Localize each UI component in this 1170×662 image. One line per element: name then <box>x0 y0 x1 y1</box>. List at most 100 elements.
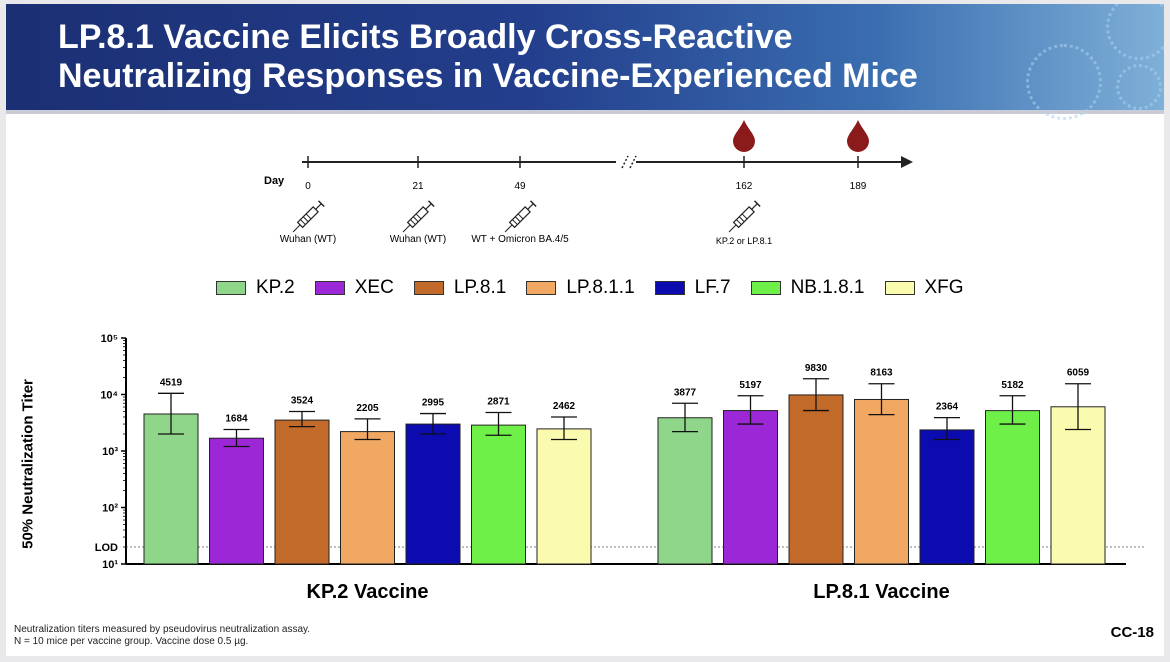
vaccination-timeline: Day 0 Wuhan (WT) 21 Wuhan (WT) 49 WT + Omicro… <box>264 120 913 246</box>
bar <box>985 410 1040 565</box>
legend-label: XFG <box>924 277 964 298</box>
title-banner: LP.8.1 Vaccine Elicits Broadly Cross-Rea… <box>6 4 1164 120</box>
legend-label: NB.1.8.1 <box>790 277 865 298</box>
syringe-icon <box>292 200 325 233</box>
syringe-needle <box>402 224 411 233</box>
bar <box>723 410 778 565</box>
bar <box>143 413 199 565</box>
group-label-kp2-vaccine: KP.2 Vaccine <box>306 581 429 603</box>
chart-legend: KP.2 XEC LP.8.1 LP.8.1.1 LF.7 NB.1.8.1 XFG <box>216 276 984 300</box>
legend-label: LP.8.1 <box>453 277 507 298</box>
syringe-mark <box>415 213 422 220</box>
data-label: 4519 <box>160 377 183 388</box>
syringe-icon <box>728 200 761 233</box>
title-line-1: LP.8.1 Vaccine Elicits Broadly Cross-Rea… <box>58 18 793 56</box>
bar <box>405 423 461 565</box>
bar <box>536 428 592 565</box>
syringe-plunger-head <box>317 200 325 208</box>
legend-swatch <box>314 281 345 295</box>
y-tick-label: 10⁴ <box>100 390 118 402</box>
lod-label: LOD <box>95 542 118 554</box>
legend-item: KP.2 <box>216 277 295 299</box>
bar <box>471 424 526 565</box>
legend-item: LP.8.1 <box>413 277 507 299</box>
legend-item: LP.8.1.1 <box>526 277 635 299</box>
data-label: 5197 <box>739 380 762 391</box>
footnote-line-2: N = 10 mice per vaccine group. Vaccine d… <box>14 636 249 647</box>
data-label: 2205 <box>356 403 379 414</box>
syringe-mark <box>412 216 419 223</box>
bar <box>274 419 330 565</box>
syringe-mark <box>410 219 416 225</box>
syringe-mark <box>512 219 518 225</box>
timeline-day: 0 <box>305 181 311 192</box>
syringe-plunger <box>425 203 432 210</box>
legend-item: NB.1.8.1 <box>750 277 865 299</box>
y-tick-label: 10³ <box>102 446 118 458</box>
syringe-mark <box>514 216 521 223</box>
legend-label: KP.2 <box>256 277 295 298</box>
timeline-day: 49 <box>514 181 526 192</box>
footnote-line-1: Neutralization titers measured by pseudo… <box>14 624 311 635</box>
syringe-plunger <box>527 203 534 210</box>
data-label: 3524 <box>291 396 314 407</box>
syringe-mark <box>305 213 312 220</box>
timeline-day: 21 <box>412 181 424 192</box>
bar <box>919 429 975 565</box>
syringe-mark <box>517 213 524 220</box>
timeline-event-label: WT + Omicron BA.4/5 <box>471 234 569 245</box>
syringe-needle <box>728 224 737 233</box>
bar <box>788 394 844 565</box>
data-label: 8163 <box>870 368 893 379</box>
blood-drop-icon <box>847 120 869 152</box>
timeline-arrow-icon <box>901 156 913 168</box>
syringe-plunger-head <box>753 200 761 208</box>
y-tick-label: 10² <box>102 503 118 515</box>
syringe-plunger-head <box>529 200 537 208</box>
neutralization-chart: 10⁵ 10⁴ 10³ 10² 10¹ LOD 4519 1684 3524 2205 2995 2… <box>95 333 1146 571</box>
legend-label: LF.7 <box>694 277 731 298</box>
legend-item: XEC <box>314 277 394 299</box>
bar <box>854 398 909 565</box>
data-label: 9830 <box>805 363 828 374</box>
legend-item: LF.7 <box>654 277 731 299</box>
legend-swatch <box>413 281 444 295</box>
bar <box>1050 406 1106 565</box>
virus-decoration-icon <box>1026 44 1102 120</box>
legend-swatch <box>216 281 246 295</box>
slide-number: CC-18 <box>1110 624 1154 641</box>
data-label: 2462 <box>553 401 576 412</box>
legend-label: XEC <box>354 277 394 298</box>
syringe-plunger <box>751 203 758 210</box>
bar <box>340 431 395 565</box>
slide: LP.8.1 Vaccine Elicits Broadly Cross-Rea… <box>6 4 1164 656</box>
data-label: 3877 <box>674 387 697 398</box>
timeline-day: 189 <box>850 181 867 192</box>
timeline-event-label: Wuhan (WT) <box>390 234 447 245</box>
legend-swatch <box>750 281 781 295</box>
syringe-needle <box>504 224 513 233</box>
virus-decoration-icon <box>1116 64 1162 110</box>
syringe-icon <box>402 200 435 233</box>
timeline-event-label: Wuhan (WT) <box>280 234 337 245</box>
legend-swatch <box>526 281 557 295</box>
legend-label: LP.8.1.1 <box>566 277 635 298</box>
syringe-mark <box>738 216 745 223</box>
syringe-plunger-head <box>427 200 435 208</box>
y-tick-label: 10⁵ <box>101 333 118 345</box>
legend-item: XFG <box>884 277 964 299</box>
timeline-event-label: KP.2 or LP.8.1 <box>716 236 772 246</box>
data-label: 5182 <box>1001 380 1024 391</box>
timeline-day: 162 <box>736 181 753 192</box>
title-line-2: Neutralizing Responses in Vaccine-Experi… <box>58 57 918 95</box>
y-axis-title: 50% Neutralization Titer <box>19 379 37 549</box>
syringe-needle <box>292 224 301 233</box>
blood-drop-icon <box>733 120 755 152</box>
group-label-lp81-vaccine: LP.8.1 Vaccine <box>813 581 950 603</box>
virus-decoration-icon <box>1106 4 1164 60</box>
legend-swatch <box>884 281 915 295</box>
footnote: Neutralization titers measured by pseudo… <box>14 624 310 648</box>
data-label: 2364 <box>936 402 959 413</box>
bar <box>657 417 713 565</box>
data-label: 2871 <box>487 397 510 408</box>
